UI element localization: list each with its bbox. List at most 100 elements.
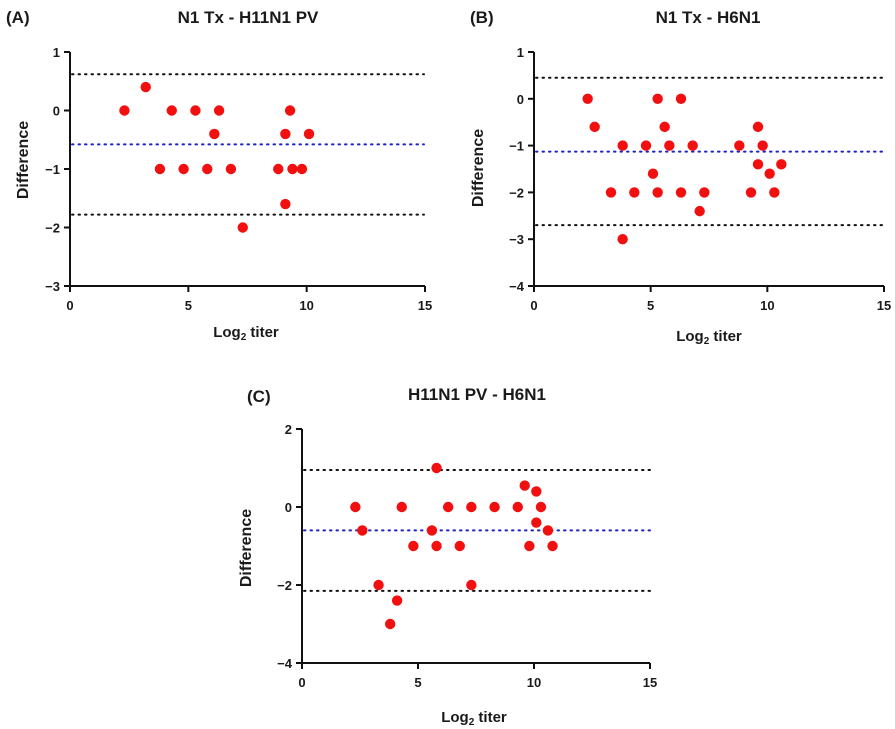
panel-a-data-point [280, 128, 291, 140]
panel-c-title: H11N1 PV - H6N1 [408, 385, 546, 404]
panel-b-data-point [699, 187, 710, 198]
panel-c-x-axis-label-sub: 2 [469, 717, 475, 728]
panel-a-data-point [202, 163, 213, 175]
panel-c-data-point [442, 501, 454, 513]
panel-b-data-point [640, 140, 652, 151]
panel-b-data-point [675, 93, 687, 105]
panel-a-x-axis-label-sub: 2 [241, 332, 247, 343]
panel-a-data-point [273, 163, 284, 175]
panel-b-y-tick-label: 0 [517, 92, 524, 107]
panel-c-data-point [426, 525, 438, 536]
panel-b-data-point [617, 140, 628, 151]
panel-c-data-point [466, 579, 477, 591]
panel-c-data-point [384, 618, 396, 630]
panel-c-data-point [542, 525, 554, 536]
panel-b-x-tick-label: 5 [647, 298, 654, 313]
panel-c-x-axis-label-main: Log [441, 709, 469, 726]
panel-b-x-tick-label: 0 [530, 298, 537, 313]
panel-a-x-tick-label: 5 [185, 298, 192, 313]
panel-c-data-point [391, 595, 403, 606]
panel-b-data-point [757, 140, 768, 151]
panel-c-y-tick-label: −4 [277, 656, 293, 671]
panel-b-x-tick-label: 10 [760, 298, 774, 313]
panel-a-x-axis-label-main: Log [213, 324, 241, 341]
panel-b-data-point [617, 234, 628, 245]
panel-a-title: N1 Tx - H11N1 PV [178, 8, 319, 27]
panel-c-x-tick-label: 0 [298, 675, 305, 690]
panel-c-y-tick-label: −2 [277, 578, 292, 593]
panel-c-data-point [524, 540, 535, 552]
panel-b-data-point [652, 93, 663, 105]
panel-c-y-tick-label: 2 [285, 422, 292, 437]
panel-b-data-point [752, 159, 764, 170]
panel-b-x-axis-label: Log2 titer [676, 328, 742, 347]
panel-a: (A) N1 Tx - H11N1 PV Difference Log2 tit… [6, 8, 432, 343]
panel-c-label: (C) [247, 387, 271, 406]
panel-c-data-point [512, 501, 523, 513]
panel-b-y-axis-label: Difference [470, 129, 487, 207]
panel-c-data-point [408, 540, 419, 552]
panel-b-x-axis-label-rest: titer [709, 328, 742, 345]
panel-a-data-point [154, 163, 166, 175]
panel-b-data-point [675, 187, 687, 198]
panel-c-data-point [531, 517, 542, 528]
panel-a-x-tick-label: 15 [418, 298, 432, 313]
panel-b-data-point [752, 121, 764, 133]
panel-b-x-axis-label-main: Log [676, 328, 704, 345]
panel-a-data-point [296, 163, 308, 175]
panel-b-x-tick-label: 15 [877, 298, 891, 313]
panel-a-y-axis-label: Difference [15, 121, 32, 199]
panel-c-x-tick-label: 10 [527, 675, 541, 690]
panel-c-plot: 2 0 −2 −4 0 5 10 15 [277, 422, 657, 690]
panel-c-data-point [454, 540, 465, 552]
panel-c-data-point [396, 501, 407, 513]
panel-c-y-tick-label: 0 [285, 500, 292, 515]
panel-c-x-axis-label: Log2 titer [441, 709, 507, 728]
panel-a-y-tick-label: 0 [53, 104, 60, 119]
panel-b-data-point [647, 168, 659, 179]
panel-c-data-point [531, 486, 542, 497]
panel-a-x-axis-label-rest: titer [246, 324, 279, 341]
panel-b-data-point [582, 93, 593, 105]
panel-b-data-point [734, 140, 745, 151]
panel-a-data-point [287, 163, 298, 175]
panel-b-data-point [764, 168, 775, 179]
panel-c: (C) H11N1 PV - H6N1 Difference Log2 tite… [238, 385, 657, 728]
panel-b-data-point [629, 187, 640, 198]
panel-c-data-point [431, 540, 442, 552]
panel-b-y-tick-label: 1 [517, 45, 524, 60]
panel-c-data-point [535, 501, 547, 513]
panel-b-title: N1 Tx - H6N1 [656, 8, 761, 27]
panel-b-data-point [589, 121, 600, 133]
panel-c-data-point [431, 462, 442, 474]
panel-a-data-point [166, 105, 177, 116]
panel-a-x-axis-label: Log2 titer [213, 324, 279, 343]
panel-c-x-axis-label-rest: titer [474, 709, 507, 726]
panel-a-data-point [190, 105, 201, 116]
panel-a-y-tick-label: −3 [45, 279, 60, 294]
panel-a-label: (A) [6, 8, 30, 27]
panel-a-data-point [209, 128, 220, 140]
panel-c-data-point [489, 501, 500, 513]
panel-a-y-tick-label: −2 [45, 221, 60, 236]
panel-c-data-point [373, 579, 384, 591]
panel-a-data-point [119, 105, 130, 116]
panel-c-data-point [519, 480, 530, 491]
panel-a-data-point [284, 105, 296, 116]
panel-a-data-point [237, 222, 248, 233]
panel-c-x-tick-label: 5 [414, 675, 421, 690]
panel-c-data-point [350, 501, 361, 513]
panel-b-data-point [687, 140, 698, 151]
panel-b-data-point [776, 159, 787, 170]
panel-b-data-point [659, 121, 670, 133]
panel-a-x-tick-label: 0 [66, 298, 73, 313]
panel-b-y-tick-label: −4 [509, 279, 525, 294]
panel-a-data-point [140, 81, 151, 93]
panel-b-x-axis-label-sub: 2 [704, 336, 710, 347]
panel-a-data-point [303, 128, 315, 140]
panel-b-data-point [605, 187, 617, 198]
panel-b: (B) N1 Tx - H6N1 Difference Log2 titer 1… [470, 8, 891, 347]
panel-b-data-point [745, 187, 757, 198]
panel-b-data-point [769, 187, 780, 198]
